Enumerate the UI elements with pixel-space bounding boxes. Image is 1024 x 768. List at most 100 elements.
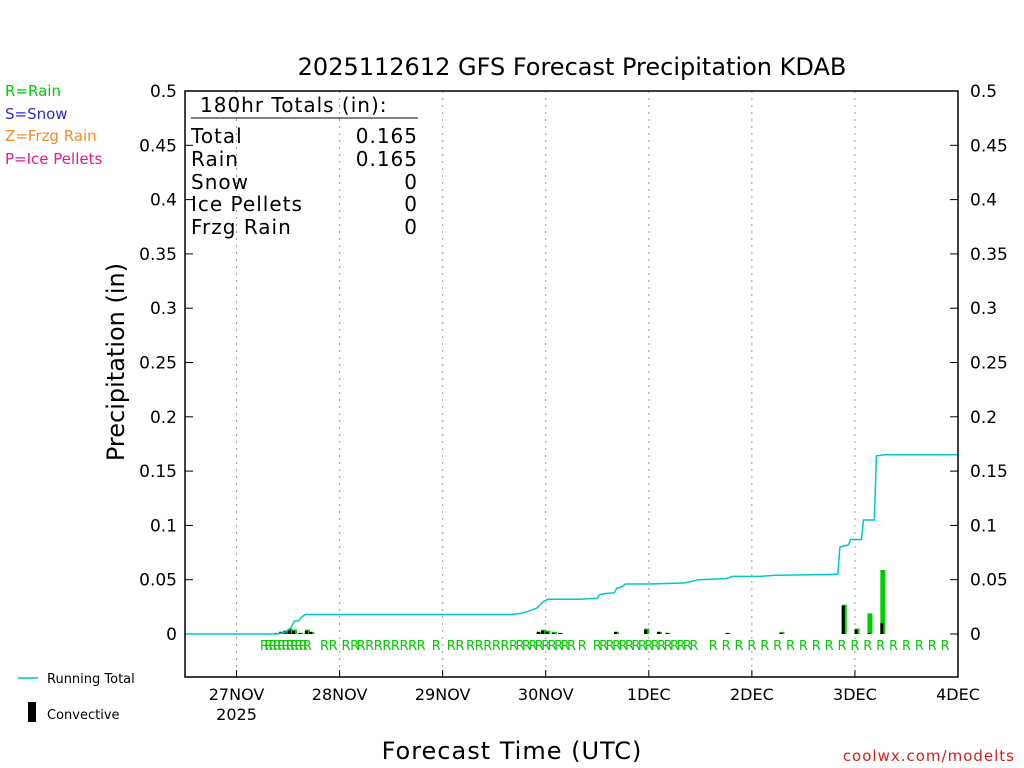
precip-type-label: R: [522, 639, 531, 654]
y-tick-label-left: 0: [166, 625, 177, 645]
legend-snow: S=Snow: [5, 105, 68, 123]
precip-type-label: R: [286, 639, 295, 654]
precip-type-label: R: [447, 639, 456, 654]
precip-type-label: R: [812, 639, 821, 654]
x-tick-label: 2DEC: [730, 685, 774, 704]
precip-type-label: R: [760, 639, 769, 654]
precip-type-label: R: [625, 639, 634, 654]
precip-type-label: R: [483, 639, 492, 654]
precip-bar: [880, 569, 886, 634]
totals-header: 180hr Totals (in):: [200, 93, 388, 117]
precip-type-label: R: [365, 639, 374, 654]
precip-type-label: R: [876, 639, 885, 654]
y-tick-label-left: 0.2: [150, 408, 177, 428]
precip-type-label: R: [651, 639, 660, 654]
precip-type-label: R: [554, 639, 563, 654]
convective-bar: [551, 632, 555, 634]
totals-row-rain-label: Rain: [191, 147, 239, 171]
convective-bar: [614, 631, 618, 634]
precip-type-label: R: [638, 639, 647, 654]
y-tick-label-left: 0.3: [150, 299, 177, 319]
y-axis-label: Precipitation (in): [102, 263, 130, 461]
precip-type-label: R: [593, 639, 602, 654]
precip-type-label: R: [941, 639, 950, 654]
convective-legend-swatch: [28, 702, 36, 722]
running-total-legend-label: Running Total: [47, 672, 135, 687]
totals-row-snow-value: 0: [404, 170, 418, 194]
convective-bar: [536, 631, 540, 634]
watermark: coolwx.com/modelts: [843, 747, 1015, 765]
precip-type-label: R: [273, 639, 282, 654]
convective-bar: [854, 629, 858, 634]
x-tick-label: 3DEC: [833, 685, 877, 704]
y-tick-label-left: 0.45: [139, 136, 177, 156]
x-axis-label: Forecast Time (UTC): [382, 737, 643, 765]
precip-type-label: R: [599, 639, 608, 654]
y-tick-label-right: 0.4: [970, 191, 997, 211]
precip-type-label: R: [303, 639, 312, 654]
convective-bar: [541, 630, 545, 634]
precip-type-label: R: [277, 639, 286, 654]
precip-type-label: R: [747, 639, 756, 654]
y-tick-label-left: 0.15: [139, 462, 177, 482]
precip-type-label: R: [657, 639, 666, 654]
precip-type-label: R: [408, 639, 417, 654]
precip-type-label: R: [500, 639, 509, 654]
convective-bar: [545, 631, 549, 634]
totals-row-snow-label: Snow: [191, 170, 249, 194]
precip-type-label: R: [799, 639, 808, 654]
precip-type-label: R: [773, 639, 782, 654]
convective-bar: [298, 632, 302, 634]
precip-type-label: R: [382, 639, 391, 654]
y-tick-label-left: 0.25: [139, 354, 177, 374]
totals-row-rain-value: 0.165: [356, 147, 418, 171]
precip-type-label: R: [492, 639, 501, 654]
totals-row-total-value: 0.165: [356, 124, 418, 148]
precip-type-label: R: [535, 639, 544, 654]
convective-bar: [644, 629, 648, 634]
convective-bar: [304, 630, 308, 634]
x-tick-label: 30NOV: [518, 685, 574, 704]
precip-type-label: R: [850, 639, 859, 654]
precip-type-label: R: [350, 639, 359, 654]
convective-bar: [292, 630, 296, 634]
precip-type-label: R: [432, 639, 441, 654]
precip-type-label: R: [664, 639, 673, 654]
precip-type-label: R: [631, 639, 640, 654]
precip-type-label: R: [290, 639, 299, 654]
precip-type-label: R: [528, 639, 537, 654]
precip-type-label: R: [825, 639, 834, 654]
precip-type-label: R: [928, 639, 937, 654]
precip-type-label: R: [863, 639, 872, 654]
precip-type-label: R: [578, 639, 587, 654]
y-tick-label-left: 0.5: [150, 82, 177, 102]
totals-row-frzg-rain-label: Frzg Rain: [191, 215, 292, 239]
y-tick-label-right: 0.25: [970, 354, 1008, 374]
x-tick-sublabel: 2025: [216, 705, 257, 724]
convective-bar: [665, 632, 669, 634]
precip-type-label: R: [689, 639, 698, 654]
y-tick-label-right: 0.1: [970, 516, 997, 536]
precip-type-label: R: [683, 639, 692, 654]
totals-row-frzg-rain-value: 0: [404, 215, 418, 239]
precip-type-label: R: [515, 639, 524, 654]
precip-type-label: R: [541, 639, 550, 654]
precip-type-label: R: [299, 639, 308, 654]
precip-type-label: R: [475, 639, 484, 654]
precip-type-label: R: [466, 639, 475, 654]
precip-type-label: R: [606, 639, 615, 654]
precip-type-label: R: [786, 639, 795, 654]
convective-bar: [779, 632, 783, 634]
precip-type-label: R: [329, 639, 338, 654]
precip-type-label: R: [455, 639, 464, 654]
y-tick-label-right: 0.05: [970, 571, 1008, 591]
precip-bar: [867, 613, 873, 634]
precip-type-label: R: [391, 639, 400, 654]
precip-type-label: R: [889, 639, 898, 654]
convective-bar: [657, 631, 661, 634]
plot-frame: [184, 90, 959, 678]
totals-row-total-label: Total: [190, 124, 243, 148]
